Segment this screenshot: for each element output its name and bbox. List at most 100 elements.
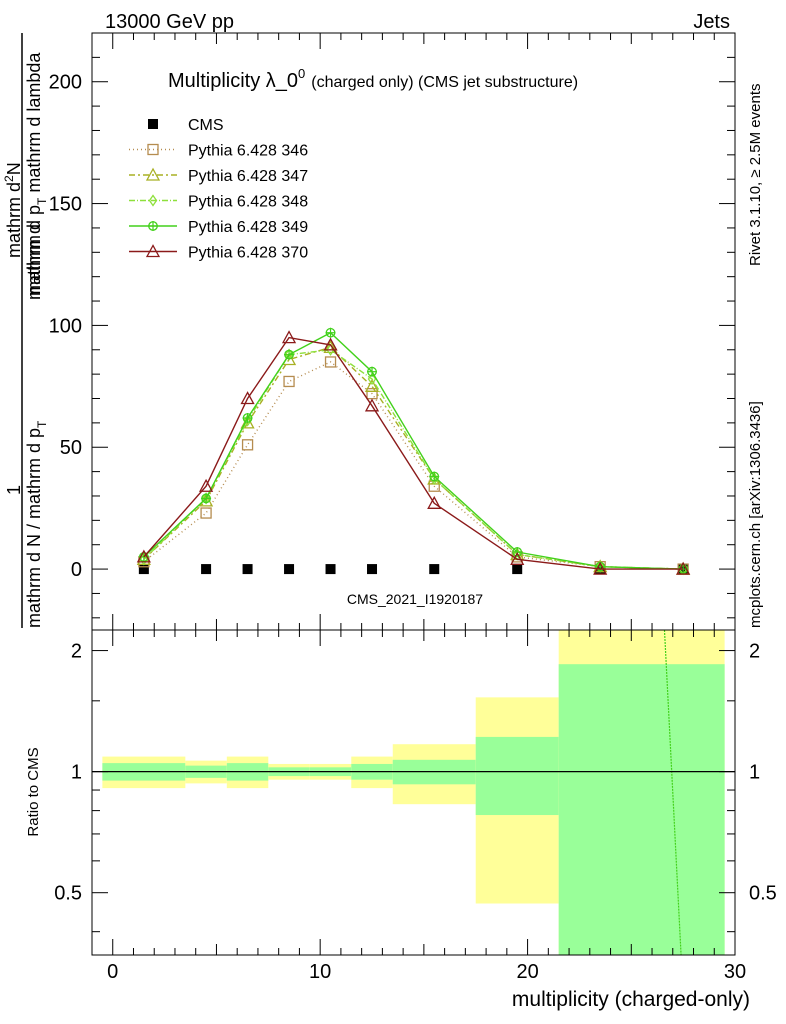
- data-point-marker: [242, 564, 253, 575]
- header-jets-label: Jets: [693, 11, 730, 33]
- ratio-plot-frame: [91, 629, 736, 956]
- data-point-marker: [139, 553, 149, 566]
- header-energy-label: 13000 GeV pp: [105, 11, 234, 33]
- legend-label: Pythia 6.428 346: [188, 143, 308, 160]
- y-label-mid: mathrm d p: [24, 205, 44, 296]
- series-line: [143, 331, 684, 570]
- data-point-marker: [429, 564, 440, 575]
- data-point-marker: [429, 472, 439, 486]
- y-label-derivative-top: mathrm d2N: [2, 162, 24, 258]
- y-label-den-sub: T: [35, 420, 49, 428]
- ratio-xtick-label: 0: [107, 961, 118, 983]
- x-axis-label: multiplicity (charged-only): [512, 988, 750, 1011]
- y-label-top-n: N: [4, 162, 24, 175]
- legend-label: Pythia 6.428 349: [188, 219, 308, 236]
- legend: CMS Pythia 6.428 346 Pythia 6.428 347 Pythi…: [129, 117, 308, 262]
- ratio-xtick-label: 20: [516, 961, 538, 983]
- data-point-marker: [138, 564, 149, 575]
- series-1: [138, 356, 689, 575]
- ratio-band-inner: [558, 664, 725, 955]
- series-line: [143, 349, 684, 570]
- data-point-marker: [201, 564, 212, 575]
- ratio-model-line: [663, 629, 682, 956]
- ratio-axis-ticks: [91, 630, 736, 955]
- legend-entry-4: Pythia 6.428 349: [129, 219, 308, 236]
- data-point-marker: [200, 507, 212, 519]
- ratio-ytick-label: 1: [71, 762, 82, 784]
- ratio-band-inner: [475, 736, 559, 816]
- ratio-y-tick-labels: 0.5 0.5 1 1 2 2: [54, 641, 777, 905]
- legend-entry-0: CMS: [148, 117, 224, 134]
- ratio-ytick-label-right: 0.5: [749, 883, 777, 905]
- data-point-marker: [198, 478, 214, 492]
- y-label-numerator: 1: [4, 485, 24, 495]
- legend-label: CMS: [188, 117, 224, 134]
- series-2: [136, 339, 691, 575]
- data-point-marker: [148, 194, 158, 207]
- ratio-x-tick-labels: 0 10 20 30: [107, 961, 746, 983]
- main-y-axis-label: 1 mathrm d N / mathrm d pT mathrm d math…: [2, 33, 49, 628]
- ratio-ytick-label-right: 1: [749, 762, 760, 784]
- data-point-marker: [325, 564, 336, 575]
- y-label-tail: mathrm d lambda: [24, 52, 44, 198]
- ratio-xtick-label: 30: [724, 961, 746, 983]
- data-point-marker: [323, 337, 338, 351]
- y-label-top-d2: mathrm d: [4, 182, 24, 258]
- main-ytick-label: 100: [49, 315, 82, 337]
- series-4: [138, 327, 689, 575]
- ratio-ytick-label: 0.5: [54, 883, 82, 905]
- data-point-marker: [145, 167, 161, 181]
- series-3: [139, 343, 688, 576]
- legend-label: Pythia 6.428 348: [188, 194, 308, 211]
- main-ytick-label: 200: [49, 72, 82, 94]
- ratio-ytick-label: 2: [71, 641, 82, 663]
- y-label-derivative-bottom: mathrm d pT mathrm d lambda: [24, 52, 49, 296]
- data-point-marker: [145, 244, 161, 258]
- legend-label: Pythia 6.428 370: [188, 245, 308, 262]
- ratio-bands-layer: [92, 629, 735, 956]
- main-ytick-label: 150: [49, 194, 82, 216]
- legend-entry-5: Pythia 6.428 370: [129, 244, 308, 262]
- y-label-mid-sub: T: [35, 197, 49, 205]
- analysis-watermark: CMS_2021_I1920187: [347, 591, 483, 607]
- data-point-marker: [148, 119, 158, 129]
- y-label-top-d: mathrm d: [24, 224, 44, 300]
- rivet-version-label: Rivet 3.1.10, ≥ 2.5M events: [747, 84, 764, 267]
- main-chart-title: Multiplicity λ_00 (charged only) (CMS jet…: [168, 66, 578, 92]
- data-point-marker: [323, 339, 338, 353]
- data-point-marker: [283, 375, 295, 388]
- data-point-marker: [510, 551, 525, 565]
- data-point-marker: [281, 330, 297, 344]
- ratio-y-axis-label: Ratio to CMS: [25, 747, 42, 836]
- y-label-derivative: mathrm d: [24, 224, 44, 300]
- legend-entry-1: Pythia 6.428 346: [129, 143, 308, 160]
- data-point-marker: [284, 564, 295, 575]
- data-point-marker: [324, 356, 337, 368]
- y-label-denominator: mathrm d N / mathrm d pT: [24, 420, 49, 628]
- data-point-marker: [240, 391, 255, 405]
- main-ytick-label: 50: [60, 437, 82, 459]
- main-series-layer: [136, 327, 691, 576]
- series-line: [143, 346, 684, 570]
- main-ytick-label: 0: [71, 559, 82, 581]
- data-point-marker: [364, 378, 380, 392]
- data-point-marker: [147, 143, 159, 156]
- series-5: [136, 330, 691, 575]
- data-point-marker: [241, 439, 254, 451]
- data-point-marker: [243, 414, 252, 427]
- series-line: [143, 336, 684, 570]
- ratio-ytick-label-right: 2: [749, 641, 760, 663]
- main-y-tick-labels: 0 50 100 150 200: [49, 72, 82, 581]
- title-subtitle: (charged only) (CMS jet substructure): [311, 74, 578, 91]
- data-point-marker: [367, 372, 377, 386]
- ratio-xtick-label: 10: [309, 961, 331, 983]
- data-point-marker: [593, 561, 608, 575]
- data-point-marker: [512, 564, 523, 575]
- data-point-marker: [427, 495, 442, 509]
- legend-entry-3: Pythia 6.428 348: [129, 194, 308, 211]
- series-line: [143, 361, 684, 570]
- title-superscript: 0: [298, 66, 305, 81]
- y-label-top-sup: 2: [2, 175, 16, 182]
- data-point-marker: [364, 398, 380, 412]
